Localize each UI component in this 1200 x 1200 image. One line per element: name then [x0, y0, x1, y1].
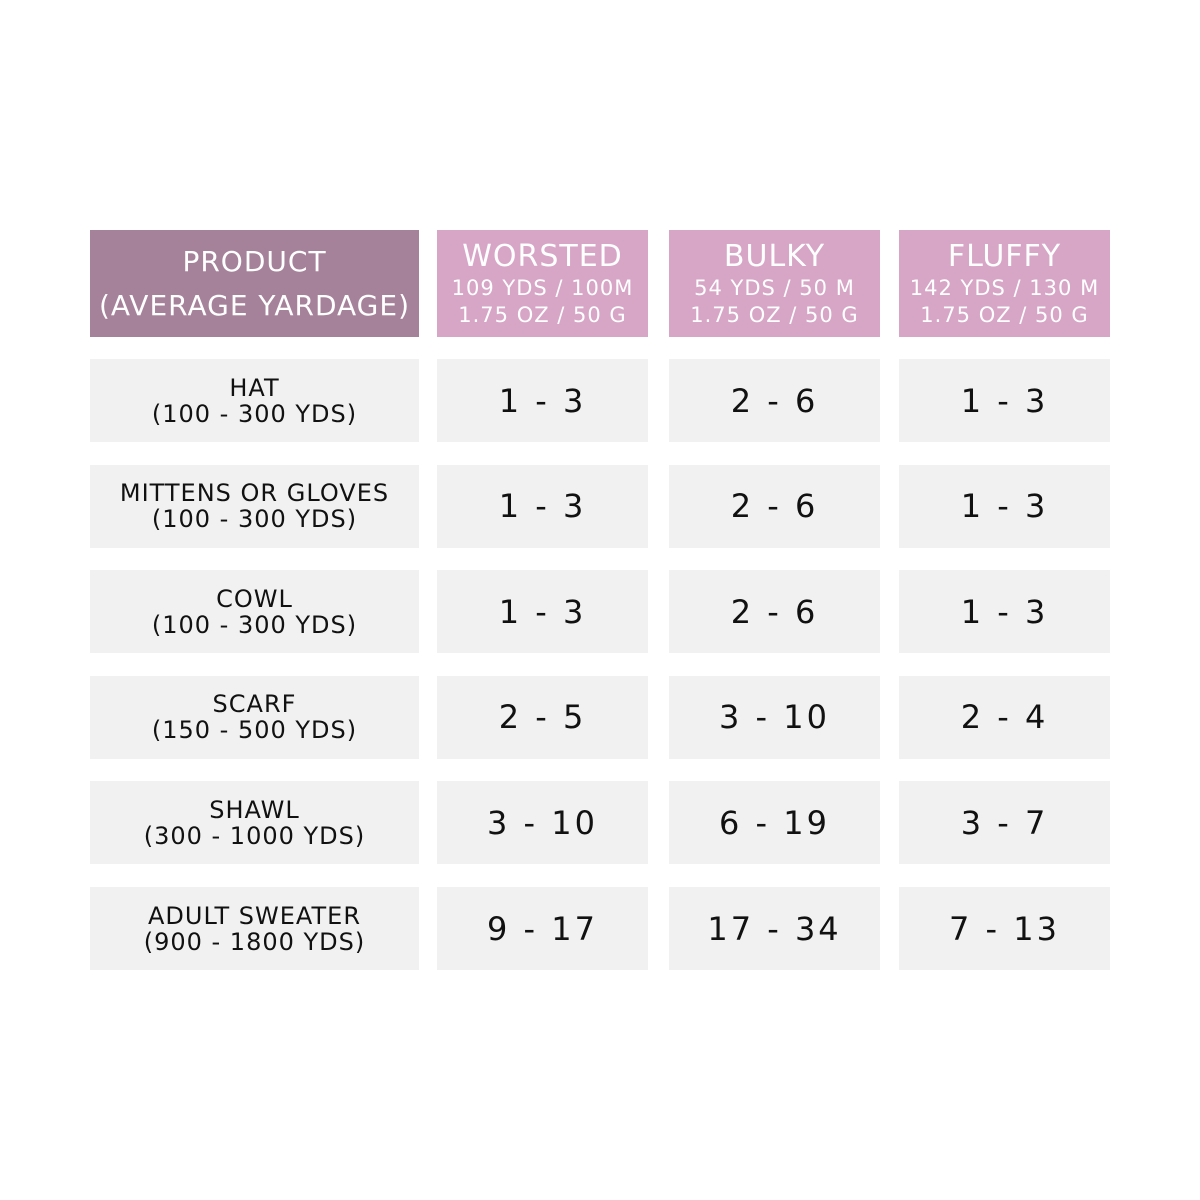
header-title: WORSTED: [462, 238, 623, 274]
skein-count: 3 - 10: [487, 803, 598, 842]
value-cell: 3 - 10: [669, 675, 880, 759]
skein-count: 1 - 3: [960, 592, 1049, 631]
product-name: SCARF: [212, 690, 297, 719]
value-cell: 17 - 34: [669, 887, 880, 970]
value-cell: 9 - 17: [437, 887, 648, 970]
header-subtitle: 109 YDS / 100M: [451, 275, 634, 300]
header-subtitle: (AVERAGE YARDAGE): [99, 288, 410, 322]
header-title: BULKY: [723, 238, 826, 274]
skein-count: 1 - 3: [498, 592, 587, 631]
value-cell: 1 - 3: [899, 570, 1110, 654]
header-subtitle: 1.75 OZ / 50 G: [690, 302, 859, 327]
header-subtitle: 54 YDS / 50 M: [694, 275, 855, 300]
skein-count: 1 - 3: [960, 487, 1049, 526]
skein-count: 9 - 17: [487, 909, 598, 948]
product-yardage: (300 - 1000 YDS): [143, 821, 366, 850]
skein-count: 2 - 6: [730, 592, 819, 631]
product-cell: MITTENS OR GLOVES (100 - 300 YDS): [90, 464, 419, 548]
product-yardage: (150 - 500 YDS): [151, 716, 358, 745]
product-yardage: (100 - 300 YDS): [151, 610, 358, 639]
value-cell: 2 - 6: [669, 359, 880, 442]
header-cell: PRODUCT (AVERAGE YARDAGE): [90, 230, 419, 337]
skein-count: 3 - 10: [719, 698, 830, 737]
product-cell: SCARF (150 - 500 YDS): [90, 675, 419, 759]
product-yardage: (100 - 300 YDS): [151, 399, 358, 428]
value-cell: 3 - 10: [437, 781, 648, 865]
header-cell: BULKY 54 YDS / 50 M 1.75 OZ / 50 G: [669, 230, 880, 337]
skein-count: 2 - 5: [498, 698, 587, 737]
value-cell: 7 - 13: [899, 887, 1110, 970]
value-cell: 1 - 3: [437, 570, 648, 654]
skein-count: 7 - 13: [949, 909, 1060, 948]
product-name: MITTENS OR GLOVES: [119, 479, 390, 508]
product-cell: ADULT SWEATER (900 - 1800 YDS): [90, 887, 419, 970]
header-subtitle: 1.75 OZ / 50 G: [458, 302, 627, 327]
header-cell: WORSTED 109 YDS / 100M 1.75 OZ / 50 G: [437, 230, 648, 337]
value-cell: 1 - 3: [899, 359, 1110, 442]
skein-count: 1 - 3: [960, 381, 1049, 420]
skein-count: 1 - 3: [498, 487, 587, 526]
skein-count: 17 - 34: [707, 909, 842, 948]
skein-count: 3 - 7: [960, 803, 1049, 842]
value-cell: 1 - 3: [437, 359, 648, 442]
header-title: FLUFFY: [947, 238, 1062, 274]
skein-count: 2 - 4: [960, 698, 1049, 737]
skein-count: 2 - 6: [730, 487, 819, 526]
product-cell: HAT (100 - 300 YDS): [90, 359, 419, 442]
skein-count: 2 - 6: [730, 381, 819, 420]
product-name: SHAWL: [209, 795, 300, 824]
header-cell: FLUFFY 142 YDS / 130 M 1.75 OZ / 50 G: [899, 230, 1110, 337]
value-cell: 3 - 7: [899, 781, 1110, 865]
value-cell: 1 - 3: [899, 464, 1110, 548]
header-title: PRODUCT: [182, 244, 327, 278]
value-cell: 2 - 4: [899, 675, 1110, 759]
product-yardage: (900 - 1800 YDS): [143, 927, 366, 956]
header-subtitle: 142 YDS / 130 M: [909, 275, 1100, 300]
value-cell: 6 - 19: [669, 781, 880, 865]
product-cell: COWL (100 - 300 YDS): [90, 570, 419, 654]
value-cell: 2 - 6: [669, 464, 880, 548]
value-cell: 2 - 5: [437, 675, 648, 759]
product-name: COWL: [216, 584, 293, 613]
product-cell: SHAWL (300 - 1000 YDS): [90, 781, 419, 865]
value-cell: 1 - 3: [437, 464, 648, 548]
product-name: ADULT SWEATER: [147, 901, 361, 930]
value-cell: 2 - 6: [669, 570, 880, 654]
header-subtitle: 1.75 OZ / 50 G: [920, 302, 1089, 327]
skein-count: 6 - 19: [719, 803, 830, 842]
product-yardage: (100 - 300 YDS): [151, 505, 358, 534]
skein-count: 1 - 3: [498, 381, 587, 420]
product-name: HAT: [229, 373, 280, 402]
